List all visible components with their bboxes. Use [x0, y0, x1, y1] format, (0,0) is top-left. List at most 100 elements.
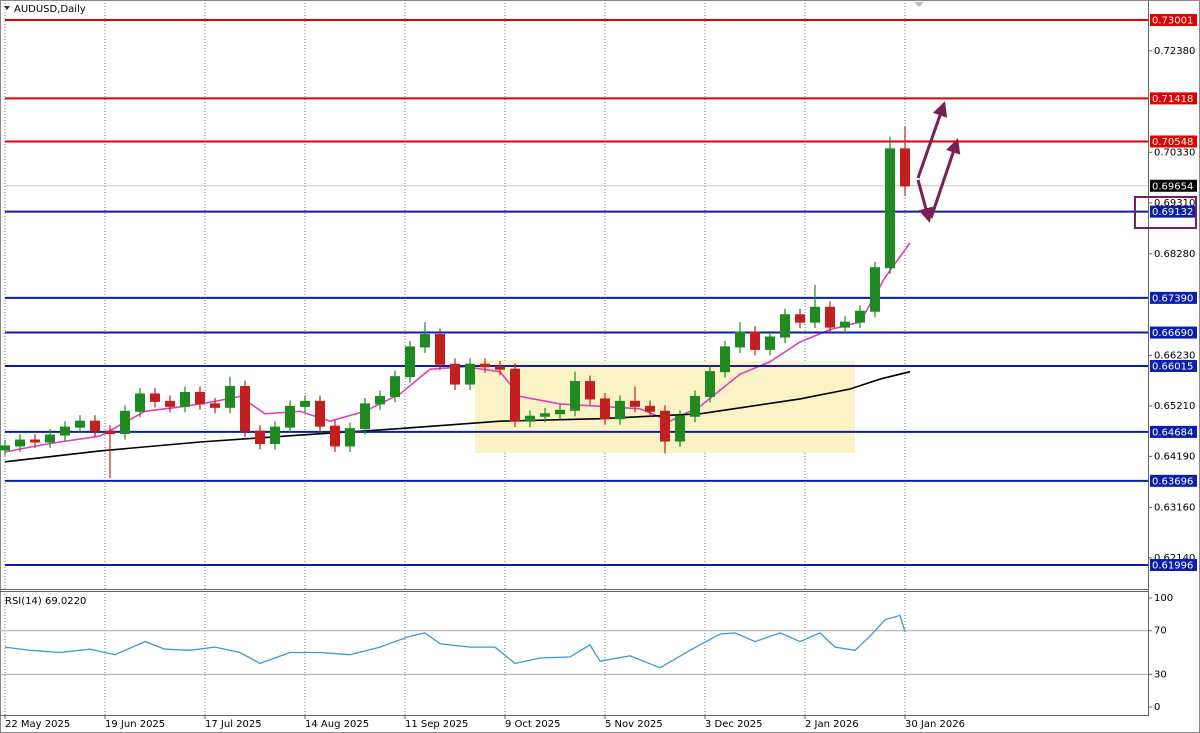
candle-body	[870, 267, 880, 312]
level-tag	[1150, 135, 1197, 148]
candle-body	[510, 368, 520, 422]
rsi-title: RSI(14) 69.0220	[5, 596, 86, 607]
level-tag	[1150, 425, 1197, 438]
x-tick-label: 2 Jan 2026	[805, 719, 859, 730]
level-tag	[1150, 179, 1197, 192]
candle-body	[465, 363, 475, 385]
candle-body	[900, 148, 910, 187]
candle-body	[675, 415, 685, 442]
candle-body	[240, 386, 250, 432]
candle-body	[585, 381, 595, 400]
candle-body	[375, 395, 385, 405]
candle-body	[315, 400, 325, 427]
rsi-line	[4, 614, 906, 669]
candle-body	[540, 413, 550, 417]
candle-body	[345, 428, 355, 447]
x-tick-label: 9 Oct 2025	[505, 719, 560, 730]
candle-body	[105, 430, 115, 435]
y-tick-label: 0	[1154, 702, 1160, 713]
candle-body	[795, 314, 805, 323]
candle-body	[825, 306, 835, 328]
candle-body	[225, 386, 235, 408]
arrow-up	[916, 101, 948, 179]
candle-body	[525, 415, 535, 422]
menu-triangle[interactable]	[4, 6, 10, 10]
moving-average	[4, 370, 911, 463]
candle-body	[45, 434, 55, 443]
label-layer: 22 May 2025 19 Jun 2025 17 Jul 2025 14 Aug …	[4, 14, 1197, 730]
candle-body	[150, 393, 160, 402]
candle-body	[690, 395, 700, 417]
candle-body	[630, 400, 640, 407]
candle-body	[645, 405, 655, 412]
y-tick-label: 0.72380	[1154, 46, 1195, 57]
arrow-down	[916, 179, 934, 223]
candle-body	[660, 410, 670, 442]
highlight-box	[1134, 196, 1197, 229]
y-tick-label: 0.66230	[1154, 350, 1195, 361]
candle-body	[120, 410, 130, 435]
arrow-up	[929, 138, 961, 219]
level-label: 0.61996	[1152, 561, 1193, 572]
candle-body	[0, 445, 10, 451]
y-tick-label: 0.64190	[1154, 451, 1195, 462]
level-label: 0.70548	[1152, 137, 1193, 148]
x-tick-label: 19 Jun 2025	[105, 719, 165, 730]
candle-body	[15, 439, 25, 447]
y-tick-label: 0.65210	[1154, 401, 1195, 412]
candle-body	[420, 334, 430, 348]
candle-body	[600, 398, 610, 420]
shift-marker	[914, 2, 924, 7]
level-layer	[5, 19, 1148, 567]
level-label: 0.73001	[1152, 16, 1193, 27]
x-tick-label: 30 Jan 2026	[905, 719, 965, 730]
chart-title: AUDUSD,Daily	[14, 4, 86, 15]
candle-body	[780, 314, 790, 338]
candle-body	[855, 310, 865, 323]
candle-body	[90, 420, 100, 432]
candle-layer	[0, 126, 910, 479]
candle-body	[360, 403, 370, 430]
candle-body	[75, 420, 85, 428]
x-tick-label: 3 Dec 2025	[705, 719, 763, 730]
candle-body	[270, 426, 280, 444]
candle-body	[495, 366, 505, 370]
candle-body	[765, 336, 775, 350]
y-tick-label: 0.70330	[1154, 147, 1195, 158]
level-tag	[1150, 359, 1197, 372]
x-tick-label: 5 Nov 2025	[605, 719, 663, 730]
candle-body	[330, 425, 340, 447]
y-tick-label: 100	[1154, 593, 1173, 604]
candle-body	[840, 321, 850, 328]
level-tag	[1150, 14, 1197, 27]
level-tag	[1150, 326, 1197, 339]
level-label: 0.66015	[1152, 361, 1193, 372]
candle-body	[60, 426, 70, 436]
candle-body	[135, 393, 145, 412]
level-label: 0.63696	[1152, 476, 1193, 487]
candle-body	[390, 376, 400, 397]
candle-body	[615, 400, 625, 420]
y-tick-label: 0.68280	[1154, 249, 1195, 260]
y-tick-label: 0.69310	[1154, 198, 1195, 209]
x-tick-label: 14 Aug 2025	[305, 719, 369, 730]
candle-body	[210, 403, 220, 408]
candle-body	[165, 400, 175, 407]
level-tag	[1150, 205, 1197, 218]
level-tag	[1150, 291, 1197, 304]
level-label: 0.64684	[1152, 427, 1193, 438]
candle-body	[300, 400, 310, 407]
candle-body	[405, 346, 415, 378]
x-tick-label: 11 Sep 2025	[405, 719, 468, 730]
level-tag	[1150, 559, 1197, 572]
candle-body	[720, 346, 730, 373]
candle-body	[195, 391, 205, 405]
x-tick-label: 22 May 2025	[5, 719, 70, 730]
x-tick-label: 17 Jul 2025	[205, 719, 262, 730]
y-tick-label: 0.63160	[1154, 502, 1195, 513]
candle-body	[885, 148, 895, 269]
candle-body	[180, 391, 190, 407]
candle-body	[750, 331, 760, 350]
